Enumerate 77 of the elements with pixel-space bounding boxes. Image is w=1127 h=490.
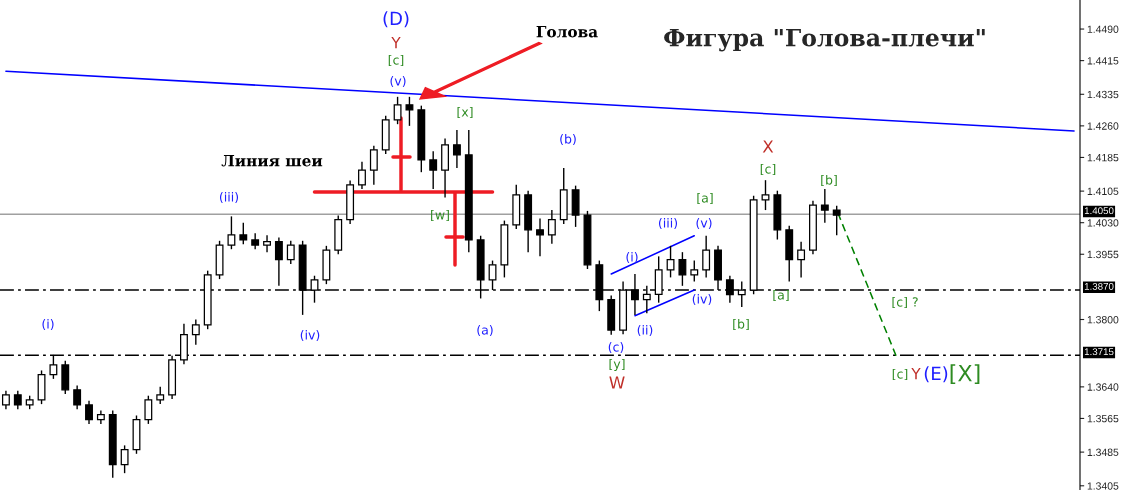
candlestick — [702, 235, 711, 279]
y-tick-label: 1.3565 — [1087, 414, 1119, 423]
candlestick — [761, 179, 770, 211]
annotation: (iv) — [300, 329, 320, 342]
ref-line-label: 1.4050 — [1084, 207, 1114, 215]
y-tick-label: 1.4260 — [1087, 122, 1119, 130]
annotation: (v) — [390, 75, 406, 88]
y-tick-label: 1.3640 — [1087, 383, 1119, 391]
annotation: X — [762, 140, 774, 153]
annotation: (b) — [560, 133, 576, 146]
candlestick — [393, 96, 402, 125]
candlestick — [263, 234, 271, 253]
y-tick-label: 1.4185 — [1087, 153, 1119, 162]
candlestick — [797, 240, 806, 279]
annotation: (iii) — [219, 191, 239, 204]
candlestick — [227, 215, 236, 250]
annotation: (iii) — [658, 217, 678, 230]
candlestick — [73, 384, 82, 410]
candlestick — [1, 389, 10, 410]
y-tick-label: 1.3800 — [1087, 316, 1119, 324]
candlestick — [690, 259, 699, 283]
candlestick — [666, 245, 675, 279]
annotation: [a] — [773, 289, 789, 302]
annotation: (iv) — [692, 293, 712, 306]
annotation: (E) — [924, 366, 948, 383]
candlestick — [120, 444, 129, 474]
annotation: Голова — [536, 26, 598, 38]
text: Фигура "Голова-плечи" — [664, 28, 985, 52]
candlestick — [429, 150, 438, 190]
candlestick — [239, 221, 248, 245]
annotation: [y] — [609, 358, 625, 372]
candlestick — [369, 144, 378, 186]
annotation: [a] — [697, 192, 713, 205]
annotation: [c] — [892, 368, 908, 381]
annotation: Линия шеи — [221, 155, 323, 167]
y-tick-label: 1.4415 — [1087, 57, 1119, 65]
candlestick — [452, 129, 461, 169]
annotation: [c] — [388, 54, 404, 67]
candlestick — [191, 318, 200, 346]
candlestick — [13, 389, 22, 410]
candlestick — [85, 400, 93, 425]
annotation: (i) — [42, 318, 54, 331]
candlestick — [820, 188, 829, 224]
annotation: (c) — [608, 341, 624, 354]
y-tick-label: 1.3405 — [1087, 482, 1119, 490]
candlestick — [832, 205, 841, 237]
annotation: (ii) — [637, 324, 653, 337]
y-tick-label: 1.3955 — [1087, 250, 1119, 259]
annotation: (D) — [383, 11, 409, 28]
annotation: [c] ? — [892, 296, 918, 309]
candlestick — [678, 251, 687, 287]
annotation: W — [609, 376, 625, 389]
annotation: (a) — [477, 324, 493, 337]
ref-line-label: 1.3715 — [1084, 348, 1114, 356]
candlestick — [547, 209, 556, 245]
candlestick — [405, 96, 414, 127]
annotation: [w] — [431, 209, 449, 222]
annotation: [X] — [950, 364, 980, 385]
candlestick — [144, 395, 153, 425]
annotation: [b] — [733, 318, 749, 331]
candlestick — [274, 236, 283, 287]
ref-line-label: 1.3870 — [1084, 282, 1114, 290]
y-tick-label: 1.4490 — [1087, 25, 1119, 33]
annotation: (v) — [696, 217, 712, 230]
y-tick-label: 1.3485 — [1087, 448, 1119, 456]
annotation: [b] — [821, 174, 837, 187]
annotation: Y — [391, 37, 401, 49]
y-tick-label: 1.4030 — [1087, 219, 1119, 227]
annotation: [c] — [760, 163, 776, 176]
annotation: (i) — [626, 251, 638, 264]
candlestick — [286, 240, 295, 265]
annotation: [x] — [457, 106, 473, 119]
y-tick-label: 1.4335 — [1087, 90, 1119, 99]
candlestick — [536, 217, 544, 258]
candlestick — [358, 160, 366, 190]
y-tick-label: 1.4105 — [1087, 187, 1119, 195]
annotation: Y — [911, 368, 921, 380]
